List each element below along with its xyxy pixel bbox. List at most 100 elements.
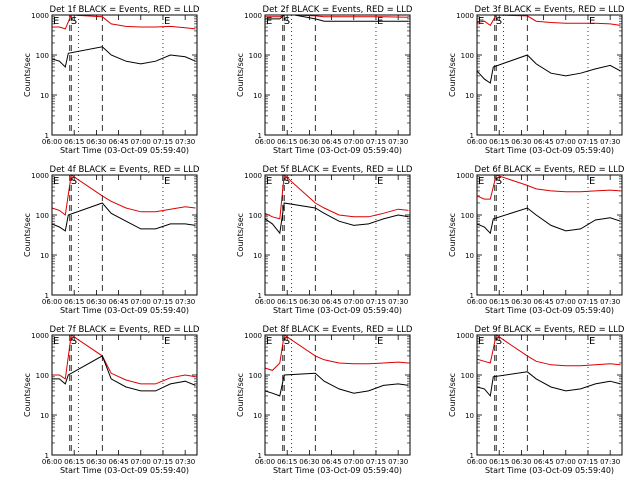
panel-det-5f: Det 5f BLACK = Events, RED = LLD 1 10 100 10… [236,165,413,315]
y-tick-label: 1 [258,452,262,460]
y-tick-label: 10 [465,252,474,260]
x-tick-label: 07:30 [175,138,195,146]
x-tick-label: 07:30 [600,138,620,146]
x-tick-label: 07:15 [153,298,173,306]
x-tick-label: 07:15 [153,138,173,146]
y-tick-label: 100 [249,212,262,220]
y-tick-label: 100 [36,212,49,220]
y-tick-label: 100 [249,372,262,380]
x-tick-label: 06:30 [299,298,319,306]
y-tick-label: 1 [45,132,49,140]
x-tick-label: 06:00 [467,138,487,146]
x-tick-label: 06:15 [64,458,84,466]
panel-title: Det 9f BLACK = Events, RED = LLD [475,325,625,335]
lld-series-line [52,334,196,385]
x-tick-label: 06:45 [533,458,553,466]
marker-label: S [71,176,77,187]
x-tick-label: 06:00 [255,458,275,466]
x-tick-label: 06:30 [299,458,319,466]
events-series-line [476,54,621,84]
y-tick-label: 10 [253,252,262,260]
y-axis-label: Counts/sec [448,53,457,97]
panel-title: Det 3f BLACK = Events, RED = LLD [475,5,625,15]
plot-frame [476,174,623,296]
x-tick-label: 06:00 [467,298,487,306]
lld-series-line [51,174,196,216]
x-tick-label: 06:15 [277,298,297,306]
x-tick-label: 07:30 [175,298,195,306]
marker-label: E [266,176,272,187]
x-tick-label: 06:15 [64,298,84,306]
x-tick-label: 06:15 [64,138,84,146]
plot-frame [476,14,623,136]
x-tick-label: 07:00 [556,298,576,306]
y-tick-label: 1 [45,452,49,460]
events-series-line [476,207,621,235]
panel-title: Det 1f BLACK = Events, RED = LLD [50,5,200,15]
panel-det-6f: Det 6f BLACK = Events, RED = LLD 1 10 100 10… [448,165,625,315]
marker-label: S [284,176,290,187]
x-tick-label: 06:00 [42,298,62,306]
x-tick-label: 06:15 [489,458,509,466]
x-tick-label: 07:00 [556,458,576,466]
x-tick-label: 06:00 [42,138,62,146]
x-tick-label: 06:45 [533,138,553,146]
x-axis-label: Start Time (03-Oct-09 05:59:40) [60,466,189,475]
x-tick-label: 06:30 [86,298,106,306]
y-tick-label: 1000 [31,172,49,180]
x-tick-label: 07:15 [366,138,386,146]
events-series-line [51,46,196,68]
x-tick-label: 06:30 [511,138,531,146]
x-axis-label: Start Time (03-Oct-09 05:59:40) [485,466,614,475]
lld-series-line [264,334,409,371]
y-tick-label: 1000 [244,332,262,340]
x-tick-label: 06:15 [277,138,297,146]
x-tick-label: 07:15 [578,138,598,146]
x-tick-label: 07:00 [131,298,151,306]
y-tick-label: 1000 [31,332,49,340]
x-tick-label: 06:45 [321,458,341,466]
x-tick-label: 06:00 [42,458,62,466]
x-axis-label: Start Time (03-Oct-09 05:59:40) [273,306,402,315]
marker-label: S [71,336,77,347]
x-tick-label: 06:30 [299,138,319,146]
y-tick-label: 10 [40,252,49,260]
x-tick-label: 07:15 [366,298,386,306]
y-tick-label: 1000 [244,172,262,180]
x-tick-label: 06:45 [321,298,341,306]
y-tick-label: 10 [40,92,49,100]
x-tick-label: 07:00 [131,138,151,146]
x-tick-label: 07:15 [153,458,173,466]
marker-label: E [164,176,170,187]
y-tick-label: 1 [258,132,262,140]
plot-frame [51,174,198,296]
y-tick-label: 1 [258,292,262,300]
x-axis-label: Start Time (03-Oct-09 05:59:40) [60,306,189,315]
events-series-line [51,202,196,232]
panel-det-9f: Det 9f BLACK = Events, RED = LLD 1 10 100 10… [448,325,625,475]
y-tick-label: 100 [461,212,474,220]
x-tick-label: 06:00 [255,138,275,146]
x-tick-label: 06:30 [86,458,106,466]
x-axis-label: Start Time (03-Oct-09 05:59:40) [485,146,614,155]
y-tick-label: 100 [249,52,262,60]
lld-series-line [476,14,621,27]
marker-label: E [164,336,170,347]
y-tick-label: 100 [461,372,474,380]
marker-label: E [589,16,595,27]
x-tick-label: 07:00 [344,298,364,306]
panel-title: Det 2f BLACK = Events, RED = LLD [263,5,413,15]
panel-det-7f: Det 7f BLACK = Events, RED = LLD 1 10 100 10… [23,325,200,475]
x-tick-label: 07:15 [578,458,598,466]
x-tick-label: 07:30 [600,298,620,306]
y-axis-label: Counts/sec [236,53,245,97]
panel-det-4f: Det 4f BLACK = Events, RED = LLD 1 10 100 10… [23,165,200,315]
x-tick-label: 06:45 [108,298,128,306]
marker-label: S [284,16,290,27]
x-tick-label: 07:00 [344,458,364,466]
y-tick-label: 1000 [456,332,474,340]
lld-series-line [476,174,621,200]
y-axis-label: Counts/sec [23,53,32,97]
x-tick-label: 06:45 [108,138,128,146]
